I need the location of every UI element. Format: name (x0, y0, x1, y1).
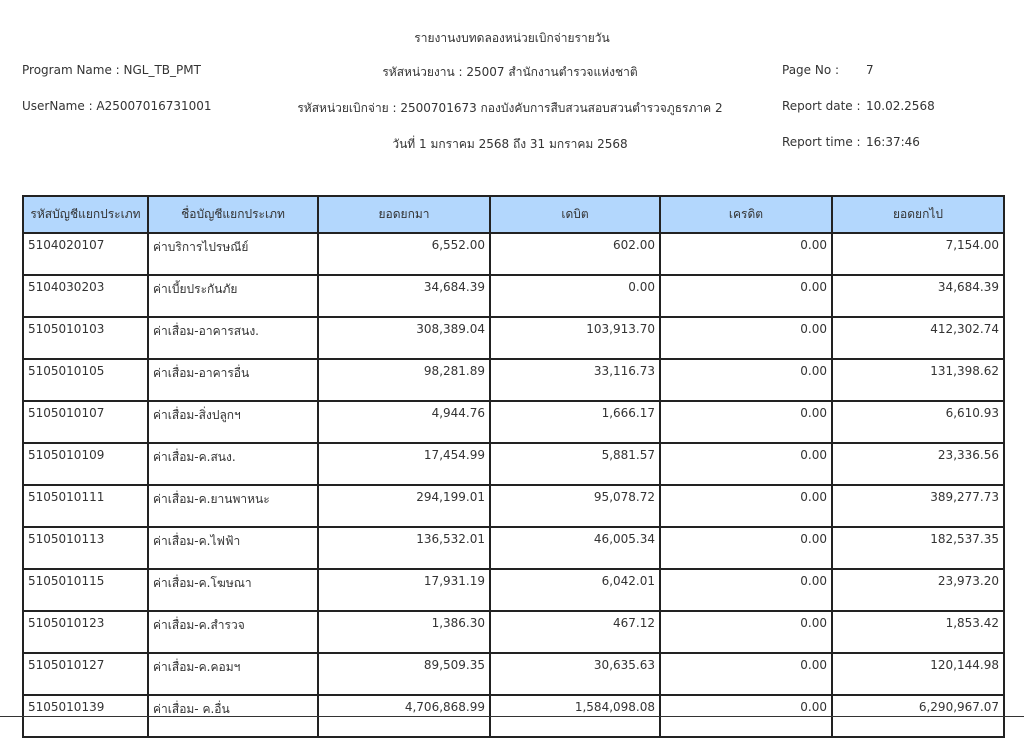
header-debit: เดบิต (489, 195, 661, 234)
table-row: 5105010109 ค่าเสื่อม-ค.สนง. 17,454.99 5,881… (22, 442, 1005, 486)
cell-closing-balance: 6,610.93 (831, 400, 1005, 444)
cell-debit: 602.00 (489, 232, 661, 276)
cell-account-code: 5104030203 (22, 274, 149, 318)
cell-debit: 103,913.70 (489, 316, 661, 360)
cell-account-code: 5105010105 (22, 358, 149, 402)
cell-account-code: 5105010111 (22, 484, 149, 528)
cell-opening-balance: 1,386.30 (317, 610, 491, 654)
header-account-code: รหัสบัญชีแยกประเภท (22, 195, 149, 234)
cell-closing-balance: 7,154.00 (831, 232, 1005, 276)
cell-opening-balance: 17,931.19 (317, 568, 491, 612)
cell-account-code: 5105010115 (22, 568, 149, 612)
cell-credit: 0.00 (659, 610, 833, 654)
cell-opening-balance: 98,281.89 (317, 358, 491, 402)
cell-opening-balance: 34,684.39 (317, 274, 491, 318)
cell-closing-balance: 389,277.73 (831, 484, 1005, 528)
cell-debit: 467.12 (489, 610, 661, 654)
table-row: 5105010107 ค่าเสื่อม-สิ่งปลูกฯ 4,944.76 1,6… (22, 400, 1005, 444)
cell-debit: 46,005.34 (489, 526, 661, 570)
cell-credit: 0.00 (659, 652, 833, 696)
cell-account-name: ค่าเสื่อม-ค.คอมฯ (147, 652, 319, 696)
cell-account-code: 5105010107 (22, 400, 149, 444)
username: UserName : A25007016731001 (22, 99, 212, 113)
cell-account-name: ค่าเสื่อม-อาคารสนง. (147, 316, 319, 360)
agency: รหัสหน่วยงาน : 25007 สำนักงานตำรวจแห่งชา… (382, 65, 638, 79)
report-date-label: Report date : (782, 99, 861, 113)
header-opening-balance: ยอดยกมา (317, 195, 491, 234)
cell-debit: 1,666.17 (489, 400, 661, 444)
cell-account-code: 5105010113 (22, 526, 149, 570)
trial-balance-table: รหัสบัญชีแยกประเภท ชื่อบัญชีแยกประเภท ยอ… (22, 195, 1005, 738)
cell-closing-balance: 120,144.98 (831, 652, 1005, 696)
cell-account-code: 5105010109 (22, 442, 149, 486)
table-row: 5105010127 ค่าเสื่อม-ค.คอมฯ 89,509.35 30,63… (22, 652, 1005, 696)
header-closing-balance: ยอดยกไป (831, 195, 1005, 234)
cell-closing-balance: 23,973.20 (831, 568, 1005, 612)
program-name: Program Name : NGL_TB_PMT (22, 63, 201, 77)
cell-closing-balance: 131,398.62 (831, 358, 1005, 402)
cell-closing-balance: 23,336.56 (831, 442, 1005, 486)
cell-closing-balance: 412,302.74 (831, 316, 1005, 360)
page-no-label: Page No : (782, 63, 840, 77)
cell-credit: 0.00 (659, 442, 833, 486)
cell-account-name: ค่าบริการไปรษณีย์ (147, 232, 319, 276)
cell-opening-balance: 136,532.01 (317, 526, 491, 570)
cell-debit: 5,881.57 (489, 442, 661, 486)
cell-account-code: 5105010103 (22, 316, 149, 360)
table-row: 5105010113 ค่าเสื่อม-ค.ไฟฟ้า 136,532.01 46,… (22, 526, 1005, 570)
disbursement-unit: รหัสหน่วยเบิกจ่าย : 2500701673 กองบังคับ… (297, 101, 723, 115)
header-credit: เครดิต (659, 195, 833, 234)
report-time: 16:37:46 (866, 135, 920, 149)
table-header-row: รหัสบัญชีแยกประเภท ชื่อบัญชีแยกประเภท ยอ… (22, 195, 1005, 234)
page-divider (0, 716, 1024, 717)
cell-credit: 0.00 (659, 274, 833, 318)
report-time-label: Report time : (782, 135, 861, 149)
cell-account-name: ค่าเสื่อม-ค.ไฟฟ้า (147, 526, 319, 570)
cell-account-name: ค่าเสื่อม-ค.สำรวจ (147, 610, 319, 654)
cell-debit: 95,078.72 (489, 484, 661, 528)
cell-closing-balance: 182,537.35 (831, 526, 1005, 570)
cell-credit: 0.00 (659, 232, 833, 276)
table-row: 5105010111 ค่าเสื่อม-ค.ยานพาหนะ 294,199.01… (22, 484, 1005, 528)
table-row: 5104030203 ค่าเบี้ยประกันภัย 34,684.39 0.00… (22, 274, 1005, 318)
cell-closing-balance: 1,853.42 (831, 610, 1005, 654)
report-title: รายงานงบทดลองหน่วยเบิกจ่ายรายวัน (414, 31, 610, 45)
table-row: 5105010123 ค่าเสื่อม-ค.สำรวจ 1,386.30 467.1… (22, 610, 1005, 654)
table-row: 5104020107 ค่าบริการไปรษณีย์ 6,552.00 602.0… (22, 232, 1005, 276)
cell-account-name: ค่าเสื่อม-ค.โฆษณา (147, 568, 319, 612)
cell-debit: 6,042.01 (489, 568, 661, 612)
cell-credit: 0.00 (659, 568, 833, 612)
cell-opening-balance: 4,944.76 (317, 400, 491, 444)
cell-debit: 33,116.73 (489, 358, 661, 402)
cell-opening-balance: 89,509.35 (317, 652, 491, 696)
cell-credit: 0.00 (659, 484, 833, 528)
cell-account-name: ค่าเบี้ยประกันภัย (147, 274, 319, 318)
cell-account-name: ค่าเสื่อม-อาคารอื่น (147, 358, 319, 402)
cell-debit: 30,635.63 (489, 652, 661, 696)
cell-account-name: ค่าเสื่อม-ค.ยานพาหนะ (147, 484, 319, 528)
cell-opening-balance: 294,199.01 (317, 484, 491, 528)
cell-account-name: ค่าเสื่อม-สิ่งปลูกฯ (147, 400, 319, 444)
header-account-name: ชื่อบัญชีแยกประเภท (147, 195, 319, 234)
cell-account-name: ค่าเสื่อม-ค.สนง. (147, 442, 319, 486)
cell-opening-balance: 6,552.00 (317, 232, 491, 276)
cell-account-code: 5104020107 (22, 232, 149, 276)
cell-credit: 0.00 (659, 316, 833, 360)
cell-closing-balance: 34,684.39 (831, 274, 1005, 318)
cell-credit: 0.00 (659, 358, 833, 402)
table-row: 5105010105 ค่าเสื่อม-อาคารอื่น 98,281.89 33… (22, 358, 1005, 402)
table-row: 5105010103 ค่าเสื่อม-อาคารสนง. 308,389.04 1… (22, 316, 1005, 360)
cell-credit: 0.00 (659, 400, 833, 444)
date-range: วันที่ 1 มกราคม 2568 ถึง 31 มกราคม 2568 (392, 137, 628, 151)
cell-opening-balance: 308,389.04 (317, 316, 491, 360)
cell-debit: 0.00 (489, 274, 661, 318)
cell-account-code: 5105010127 (22, 652, 149, 696)
cell-account-code: 5105010123 (22, 610, 149, 654)
cell-credit: 0.00 (659, 526, 833, 570)
report-date: 10.02.2568 (866, 99, 935, 113)
cell-opening-balance: 17,454.99 (317, 442, 491, 486)
page-no: 7 (866, 63, 874, 77)
table-row: 5105010115 ค่าเสื่อม-ค.โฆษณา 17,931.19 6,04… (22, 568, 1005, 612)
